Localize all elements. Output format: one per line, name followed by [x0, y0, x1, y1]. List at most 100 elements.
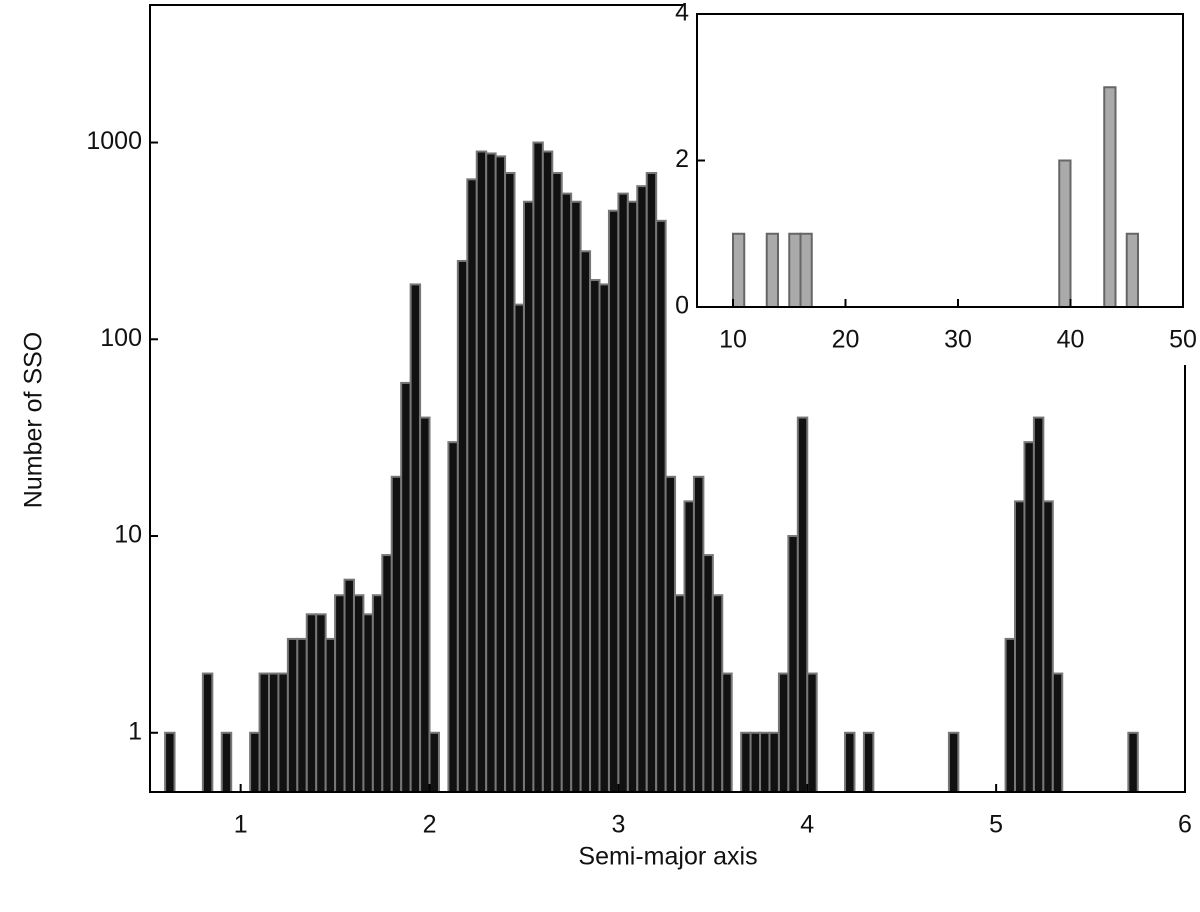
x-tick-label: 3 [611, 811, 625, 839]
bar [702, 554, 714, 794]
bar [664, 475, 677, 793]
bar [352, 594, 365, 793]
y-tick-label: 10 [114, 521, 142, 549]
bar [636, 185, 648, 794]
bar [947, 731, 960, 793]
bar [447, 441, 459, 793]
bar [541, 150, 554, 793]
x-tick-label: 50 [1169, 326, 1197, 354]
y-tick-label: 2 [675, 145, 689, 173]
bar [315, 613, 327, 793]
x-tick-label: 10 [719, 326, 747, 354]
bar [674, 594, 686, 793]
bar [626, 200, 639, 793]
bar [409, 283, 422, 793]
x-tick-label: 6 [1178, 811, 1192, 839]
bar [1032, 416, 1045, 793]
bar [1014, 500, 1026, 793]
bar [765, 232, 779, 308]
bar [862, 731, 875, 793]
bar [740, 731, 752, 793]
bar [362, 613, 374, 793]
bar [768, 731, 780, 793]
bar [371, 594, 384, 793]
bar [456, 259, 469, 793]
bar [732, 232, 746, 308]
bar [504, 171, 516, 793]
bar [598, 283, 610, 793]
bar [466, 178, 478, 793]
bar [589, 279, 601, 793]
bar [1042, 500, 1054, 793]
bar [296, 637, 308, 793]
y-tick-label: 4 [675, 0, 689, 27]
bar [428, 731, 440, 793]
bar [267, 672, 280, 793]
bar [532, 141, 544, 794]
x-axis-label: Semi-major axis [578, 843, 757, 871]
y-tick-label: 0 [675, 292, 689, 320]
bar [579, 250, 592, 793]
bar [277, 672, 289, 793]
bar [788, 232, 802, 308]
bar [1051, 672, 1064, 793]
bar [201, 672, 214, 793]
bar [560, 192, 573, 793]
bar [258, 672, 270, 793]
bar [343, 578, 355, 793]
bar [617, 192, 629, 793]
bar [721, 672, 733, 793]
bar [249, 731, 261, 793]
bar [844, 731, 856, 793]
bar [305, 613, 318, 793]
bar [787, 535, 799, 793]
bar [475, 150, 488, 793]
inset-background [685, 0, 1200, 365]
bar [796, 416, 809, 793]
bar [1004, 637, 1017, 793]
bar [324, 637, 337, 793]
bar [513, 303, 525, 793]
bar [683, 500, 695, 793]
bar [286, 637, 299, 793]
bar [799, 232, 813, 308]
bar [645, 171, 658, 793]
bar [220, 731, 233, 793]
bar [494, 155, 507, 793]
bar [711, 594, 724, 793]
plot-frame [149, 4, 1186, 793]
bar [1058, 159, 1072, 308]
bar [164, 731, 176, 793]
bar [655, 219, 667, 794]
bar [334, 594, 346, 793]
bar [607, 209, 620, 793]
x-tick-label: 4 [800, 811, 814, 839]
x-tick-label: 20 [832, 326, 860, 354]
bar [1127, 731, 1139, 793]
bar [381, 554, 393, 794]
bar [749, 731, 762, 793]
x-tick-label: 30 [944, 326, 972, 354]
bar [485, 152, 497, 794]
y-tick-label: 1 [128, 717, 142, 745]
bar [777, 672, 790, 793]
y-axis-label: Number of SSO [20, 332, 48, 508]
bar [400, 381, 412, 793]
bar [806, 672, 818, 793]
bar [570, 200, 582, 793]
x-tick-label: 1 [234, 811, 248, 839]
bar [1125, 232, 1139, 308]
y-tick-label: 1000 [86, 127, 142, 155]
bar [1103, 86, 1117, 308]
bar [419, 416, 431, 793]
bar [1023, 441, 1035, 793]
y-tick-label: 100 [100, 324, 142, 352]
bar [551, 171, 563, 793]
bar [692, 475, 705, 793]
bar [390, 475, 403, 793]
bar [759, 731, 771, 793]
x-tick-label: 5 [989, 811, 1003, 839]
x-tick-label: 40 [1057, 326, 1085, 354]
